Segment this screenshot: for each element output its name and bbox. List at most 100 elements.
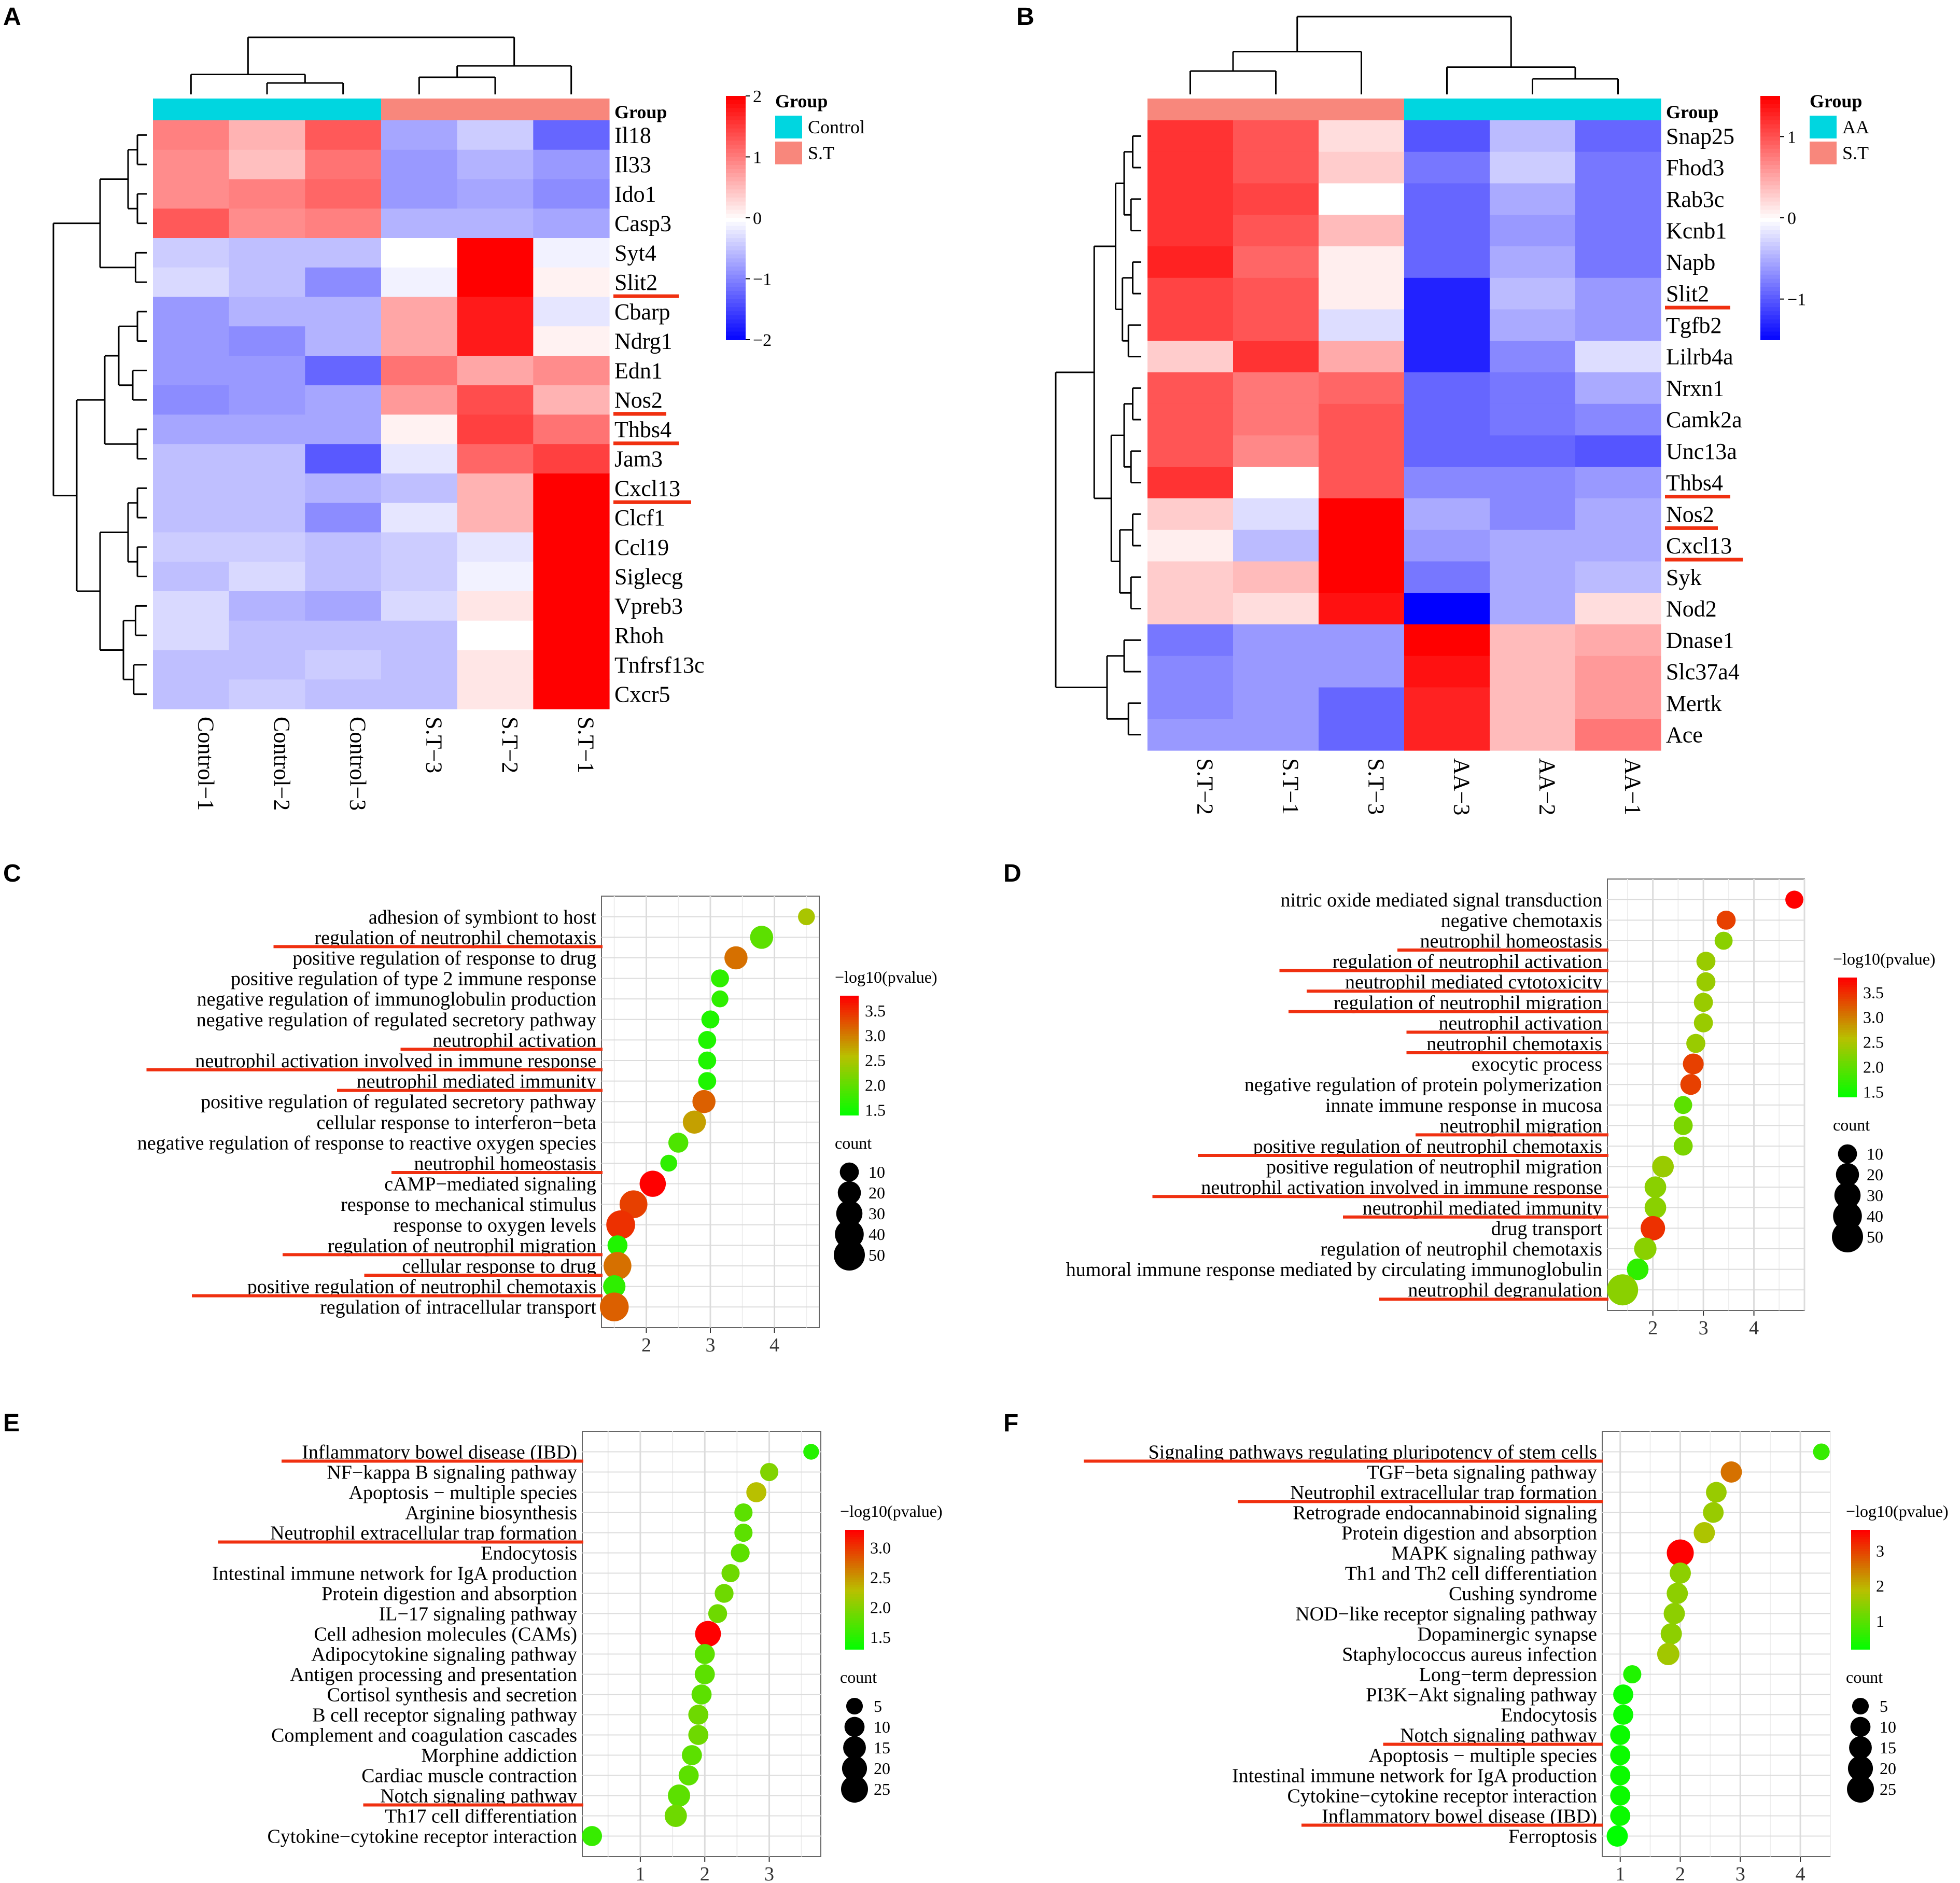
colorbar-segment bbox=[845, 1582, 864, 1585]
size-legend-dot bbox=[834, 1239, 865, 1271]
colorbar-segment bbox=[1760, 246, 1780, 251]
heatmap-cell bbox=[1233, 372, 1319, 405]
panel-label-f: F bbox=[1003, 1410, 1018, 1437]
heatmap-cell bbox=[305, 238, 382, 268]
sample-label: AA−3 bbox=[1449, 758, 1475, 815]
colorbar-segment bbox=[1838, 1049, 1857, 1052]
size-legend-title: count bbox=[835, 1134, 872, 1152]
heatmap-cell bbox=[1233, 215, 1319, 247]
colorbar-segment bbox=[845, 1608, 864, 1612]
colorbar-segment bbox=[1851, 1599, 1870, 1602]
heatmap-cell bbox=[305, 326, 382, 356]
heatmap-cell bbox=[1490, 719, 1576, 751]
data-point bbox=[694, 1664, 715, 1684]
heatmap-cell bbox=[533, 267, 610, 298]
sample-label: S.T−1 bbox=[1278, 758, 1304, 815]
heatmap-cell bbox=[305, 297, 382, 327]
heatmap-cell bbox=[153, 591, 230, 621]
colorbar-segment bbox=[1838, 1087, 1857, 1091]
term-label: cAMP−mediated signaling bbox=[384, 1174, 596, 1195]
heatmap-cell bbox=[1319, 183, 1405, 215]
data-point bbox=[695, 1621, 721, 1647]
colorbar-segment bbox=[1851, 1578, 1870, 1581]
gene-label: Unc13a bbox=[1666, 439, 1737, 464]
term-label: negative regulation of protein polymeriz… bbox=[1244, 1074, 1602, 1096]
data-point bbox=[1610, 1806, 1631, 1826]
colorbar-segment bbox=[1838, 1094, 1857, 1097]
colorbar-segment bbox=[840, 1020, 859, 1023]
dotplot-d: 2 3 4 nitric oxide mediated signal transduc… bbox=[1066, 878, 1936, 1339]
heatmap-cell bbox=[305, 444, 382, 474]
data-point bbox=[668, 1133, 689, 1153]
colorbar-segment bbox=[840, 1091, 859, 1094]
term-label: regulation of neutrophil chemotaxis bbox=[1321, 1238, 1602, 1260]
colorbar-segment bbox=[726, 152, 746, 158]
data-point bbox=[691, 1684, 712, 1705]
x-tick-label: 3 bbox=[764, 1863, 774, 1883]
heatmap-cell bbox=[305, 591, 382, 621]
heatmap-cell bbox=[1404, 183, 1490, 215]
heatmap-cell bbox=[1233, 498, 1319, 531]
colorbar-tick-label: 1 bbox=[753, 148, 762, 168]
data-point bbox=[721, 1564, 740, 1583]
data-point bbox=[1613, 1684, 1633, 1705]
heatmap-cell bbox=[1319, 593, 1405, 625]
colorbar-segment bbox=[1851, 1542, 1870, 1545]
heatmap-cell bbox=[153, 120, 230, 150]
heatmap-cell bbox=[305, 208, 382, 239]
size-legend-dot bbox=[842, 1755, 867, 1781]
group-bar-cell bbox=[1490, 99, 1576, 120]
size-legend-label: 30 bbox=[869, 1204, 885, 1223]
heatmap-cell bbox=[1233, 151, 1319, 184]
colorbar-segment bbox=[1760, 331, 1780, 337]
heatmap-cell bbox=[1147, 309, 1234, 341]
term-label: cellular response to interferon−beta bbox=[317, 1112, 597, 1134]
heatmap-cell bbox=[533, 679, 610, 709]
size-legend-dot bbox=[843, 1736, 866, 1759]
colorbar-segment bbox=[840, 1050, 859, 1054]
heatmap-cell bbox=[457, 208, 534, 239]
colorbar-segment bbox=[1760, 226, 1780, 231]
heatmap-cell bbox=[457, 179, 534, 209]
gene-label: Dnase1 bbox=[1666, 627, 1734, 653]
colorbar-tick-label: 2.0 bbox=[1863, 1058, 1884, 1077]
heatmap-cell bbox=[153, 503, 230, 533]
term-label: Retrograde endocannabinoid signaling bbox=[1293, 1502, 1597, 1524]
size-legend-label: 15 bbox=[874, 1738, 890, 1757]
colorbar-segment bbox=[840, 1048, 859, 1051]
colorbar-segment bbox=[845, 1623, 864, 1626]
heatmap-cell bbox=[1404, 120, 1490, 152]
size-legend-dot bbox=[1852, 1697, 1869, 1715]
colorbar-segment bbox=[845, 1560, 864, 1564]
colorbar-segment bbox=[845, 1613, 864, 1616]
heatmap-cell bbox=[381, 444, 458, 474]
gene-label: Slit2 bbox=[614, 270, 657, 295]
colorbar-segment bbox=[840, 1008, 859, 1011]
size-legend-label: 10 bbox=[874, 1718, 890, 1736]
gene-label: Vpreb3 bbox=[614, 593, 683, 619]
colorbar-segment bbox=[726, 96, 746, 101]
gene-label: Thbs4 bbox=[1666, 470, 1723, 496]
size-legend-label: 10 bbox=[1880, 1718, 1896, 1736]
data-point bbox=[1680, 1074, 1701, 1095]
gene-label: Mertk bbox=[1666, 691, 1722, 716]
colorbar-segment bbox=[1851, 1611, 1870, 1614]
heatmap-cell bbox=[305, 679, 382, 709]
heatmap-cell bbox=[153, 620, 230, 651]
data-point bbox=[711, 990, 729, 1008]
heatmap-cell bbox=[1490, 687, 1576, 719]
heatmap-cell bbox=[533, 238, 610, 268]
heatmap-cell bbox=[1490, 655, 1576, 688]
colorbar-segment bbox=[840, 1053, 859, 1056]
x-tick-label: 2 bbox=[1675, 1863, 1685, 1883]
heatmap-cell bbox=[1319, 467, 1405, 499]
colorbar-segment bbox=[1838, 1001, 1857, 1005]
heatmap-cell bbox=[1319, 498, 1405, 531]
heatmap-cell bbox=[1233, 403, 1319, 436]
heatmap-cell bbox=[1490, 151, 1576, 184]
heatmap-cell bbox=[1147, 624, 1234, 657]
term-label: PI3K−Akt signaling pathway bbox=[1366, 1684, 1597, 1706]
